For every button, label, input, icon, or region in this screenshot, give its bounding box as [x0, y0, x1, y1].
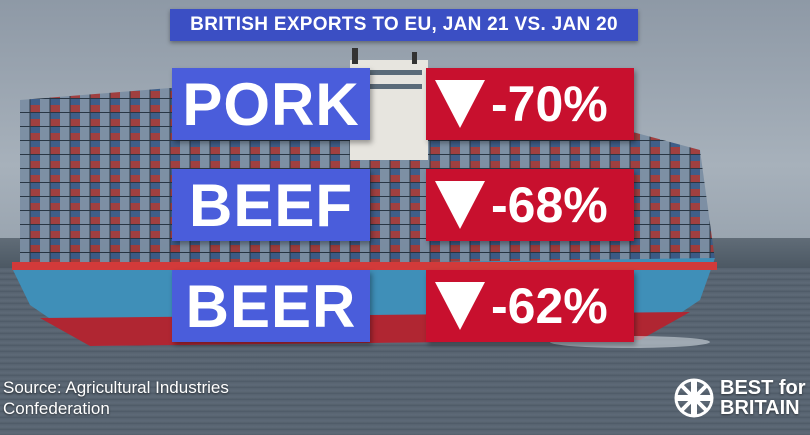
chart-title: BRITISH EXPORTS TO EU, JAN 21 VS. JAN 20 [170, 9, 638, 41]
beef-label: BEEF [172, 169, 370, 241]
logo-text: BEST for BRITAIN [720, 378, 806, 418]
pork-label: PORK [172, 68, 370, 140]
logo-line-1: BEST for [720, 377, 806, 399]
beer-change-value: -62% [491, 278, 608, 334]
best-for-britain-logo: BEST for BRITAIN [674, 378, 806, 418]
beer-label: BEER [172, 270, 370, 342]
pork-change-value: -70% [491, 76, 608, 132]
source-line-2: Confederation [3, 399, 110, 418]
beef-change: -68% [426, 169, 634, 241]
down-arrow-icon [435, 282, 485, 330]
source-credit: Source: Agricultural Industries Confeder… [3, 377, 229, 419]
source-line-1: Source: Agricultural Industries [3, 378, 229, 397]
beer-change: -62% [426, 270, 634, 342]
down-arrow-icon [435, 181, 485, 229]
down-arrow-icon [435, 80, 485, 128]
logo-line-2: BRITAIN [720, 397, 800, 419]
beef-change-value: -68% [491, 177, 608, 233]
union-flag-circle-icon [674, 378, 714, 418]
pork-change: -70% [426, 68, 634, 140]
